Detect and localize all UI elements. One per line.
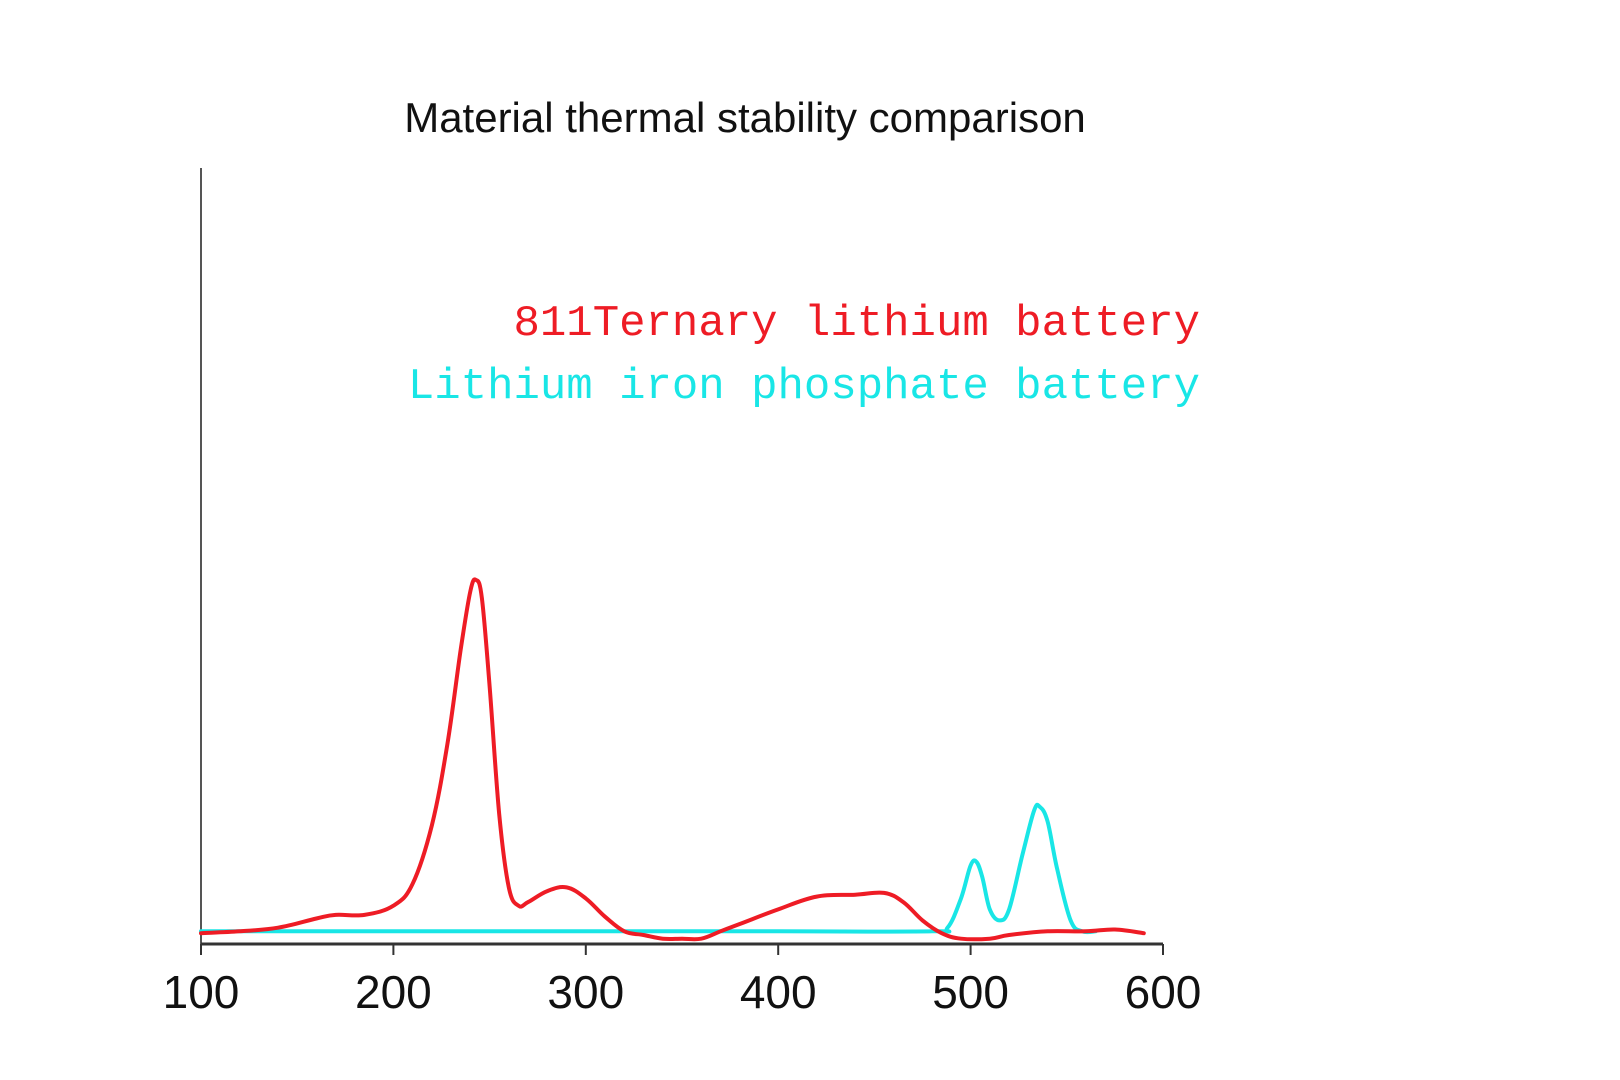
x-tick-label: 600 bbox=[1125, 966, 1202, 1018]
x-tick-label: 200 bbox=[355, 966, 432, 1018]
x-tick-label: 500 bbox=[932, 966, 1009, 1018]
legend-entry-ternary: 811Ternary lithium battery bbox=[513, 299, 1200, 349]
plot-area bbox=[199, 577, 1146, 942]
series-line-ternary bbox=[199, 577, 1146, 942]
legend: 811Ternary lithium battery Lithium iron … bbox=[408, 299, 1200, 412]
x-tick-label: 100 bbox=[163, 966, 240, 1018]
series-line-lfp bbox=[199, 802, 1098, 935]
chart-title: Material thermal stability comparison bbox=[404, 94, 1086, 141]
x-tick-label: 400 bbox=[740, 966, 817, 1018]
legend-entry-lfp: Lithium iron phosphate battery bbox=[408, 362, 1200, 412]
x-axis-ticks: 100 200 300 400 500 600 bbox=[163, 944, 1202, 1018]
x-tick-label: 300 bbox=[547, 966, 624, 1018]
